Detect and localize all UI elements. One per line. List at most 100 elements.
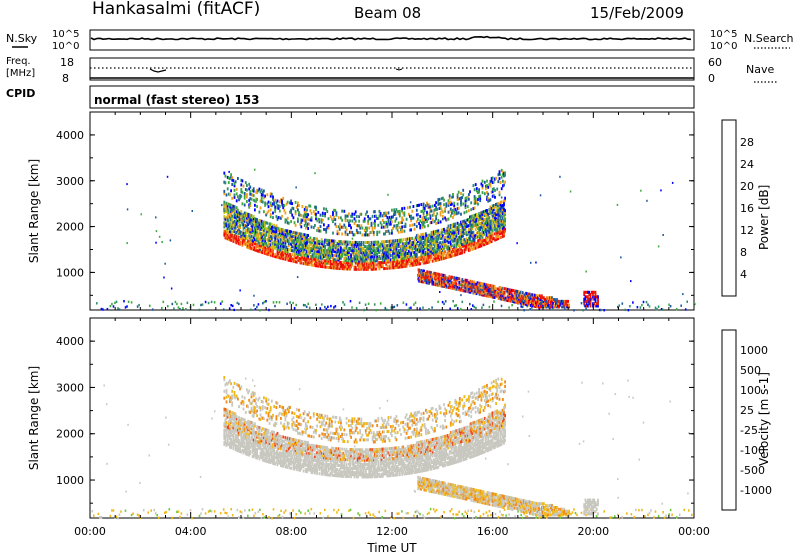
echo-cell [350,263,352,267]
echo-cell [325,259,328,263]
echo-cell [551,299,553,303]
echo-cell [430,235,433,239]
echo-cell [458,237,461,241]
echo-cell [421,216,424,220]
echo-cell [482,303,485,307]
echo-cell [340,240,342,244]
echo-cell [471,225,474,228]
echo-cell [375,253,377,257]
echo-cell [242,231,245,235]
echo-cell [349,255,351,259]
echo-cell [435,236,437,240]
echo-cell [240,214,243,218]
echo-cell [350,259,352,263]
echo-cell [148,304,151,307]
echo-cell [371,255,374,259]
echo-cell [259,238,262,241]
echo-cell [262,302,264,305]
echo-cell [379,265,382,269]
echo-cell [243,232,246,236]
echo-cell [409,255,411,259]
echo-cell [550,296,552,300]
echo-cell [238,302,240,306]
echo-cell [298,256,300,260]
echo-cell [460,288,463,292]
echo-cell [538,305,540,309]
echo-cell [466,282,469,286]
echo-cell [304,512,306,515]
echo-cell [520,305,522,308]
echo-cell [263,189,265,193]
echo-cell [455,230,458,234]
echo-cell [379,261,382,265]
echo-cell [350,257,352,261]
echo-cell [504,217,506,221]
echo-cell [462,240,465,244]
echo-cell [435,208,437,212]
echo-cell [385,248,388,252]
echo-cell [466,512,468,515]
echo-cell [346,219,349,223]
echo-cell [321,240,324,244]
echo-cell [442,281,445,285]
echo-cell [240,188,243,191]
echo-cell [648,511,651,515]
echo-cell [505,514,507,517]
echo-cell [274,230,277,234]
echo-cell [230,189,232,193]
echo-cell [485,219,487,223]
echo-cell [237,233,239,237]
echo-cell [485,292,488,296]
echo-cell [416,214,419,217]
echo-cell [440,197,443,201]
echo-cell [226,394,229,398]
echo-cell [308,261,311,264]
echo-cell [454,230,457,234]
echo-cell [483,238,486,242]
echo-cell [332,220,334,224]
echo-cell [465,288,468,291]
echo-cell [465,196,468,200]
echo-cell [515,291,518,295]
echo-cell [418,270,420,274]
echo-cell [435,508,438,512]
echo-cell [348,259,350,263]
echo-cell [269,237,272,241]
echo-cell [235,241,238,245]
echo-cell [493,286,496,290]
echo-cell [543,299,545,303]
echo-cell [495,233,497,237]
echo-cell [495,176,497,180]
echo-cell [403,242,406,246]
echo-cell [438,253,441,257]
echo-cell [363,259,366,263]
echo-cell [432,213,435,217]
echo-cell [378,214,381,218]
echo-cell [418,246,420,249]
echo-cell [364,253,367,257]
echo-cell [418,262,420,266]
echo-cell [242,184,245,188]
echo-cell [422,245,425,249]
echo-cell [299,251,302,254]
echo-cell [337,256,340,260]
echo-cell [456,286,459,289]
echo-cell [447,199,450,203]
echo-cell [497,291,500,295]
echo-cell [483,284,486,288]
echo-cell [343,265,346,269]
echo-cell [413,514,415,517]
echo-cell [437,258,440,262]
echo-cell [396,251,399,255]
echo-cell [485,184,487,188]
echo-cell [242,233,245,237]
echo-cell [475,231,478,235]
echo-cell [475,282,478,286]
echo-cell [422,232,425,236]
echo-cell [481,282,484,286]
echo-cell [366,263,368,267]
echo-cell [371,214,374,218]
echo-cell [320,256,323,260]
echo-cell [552,307,554,311]
